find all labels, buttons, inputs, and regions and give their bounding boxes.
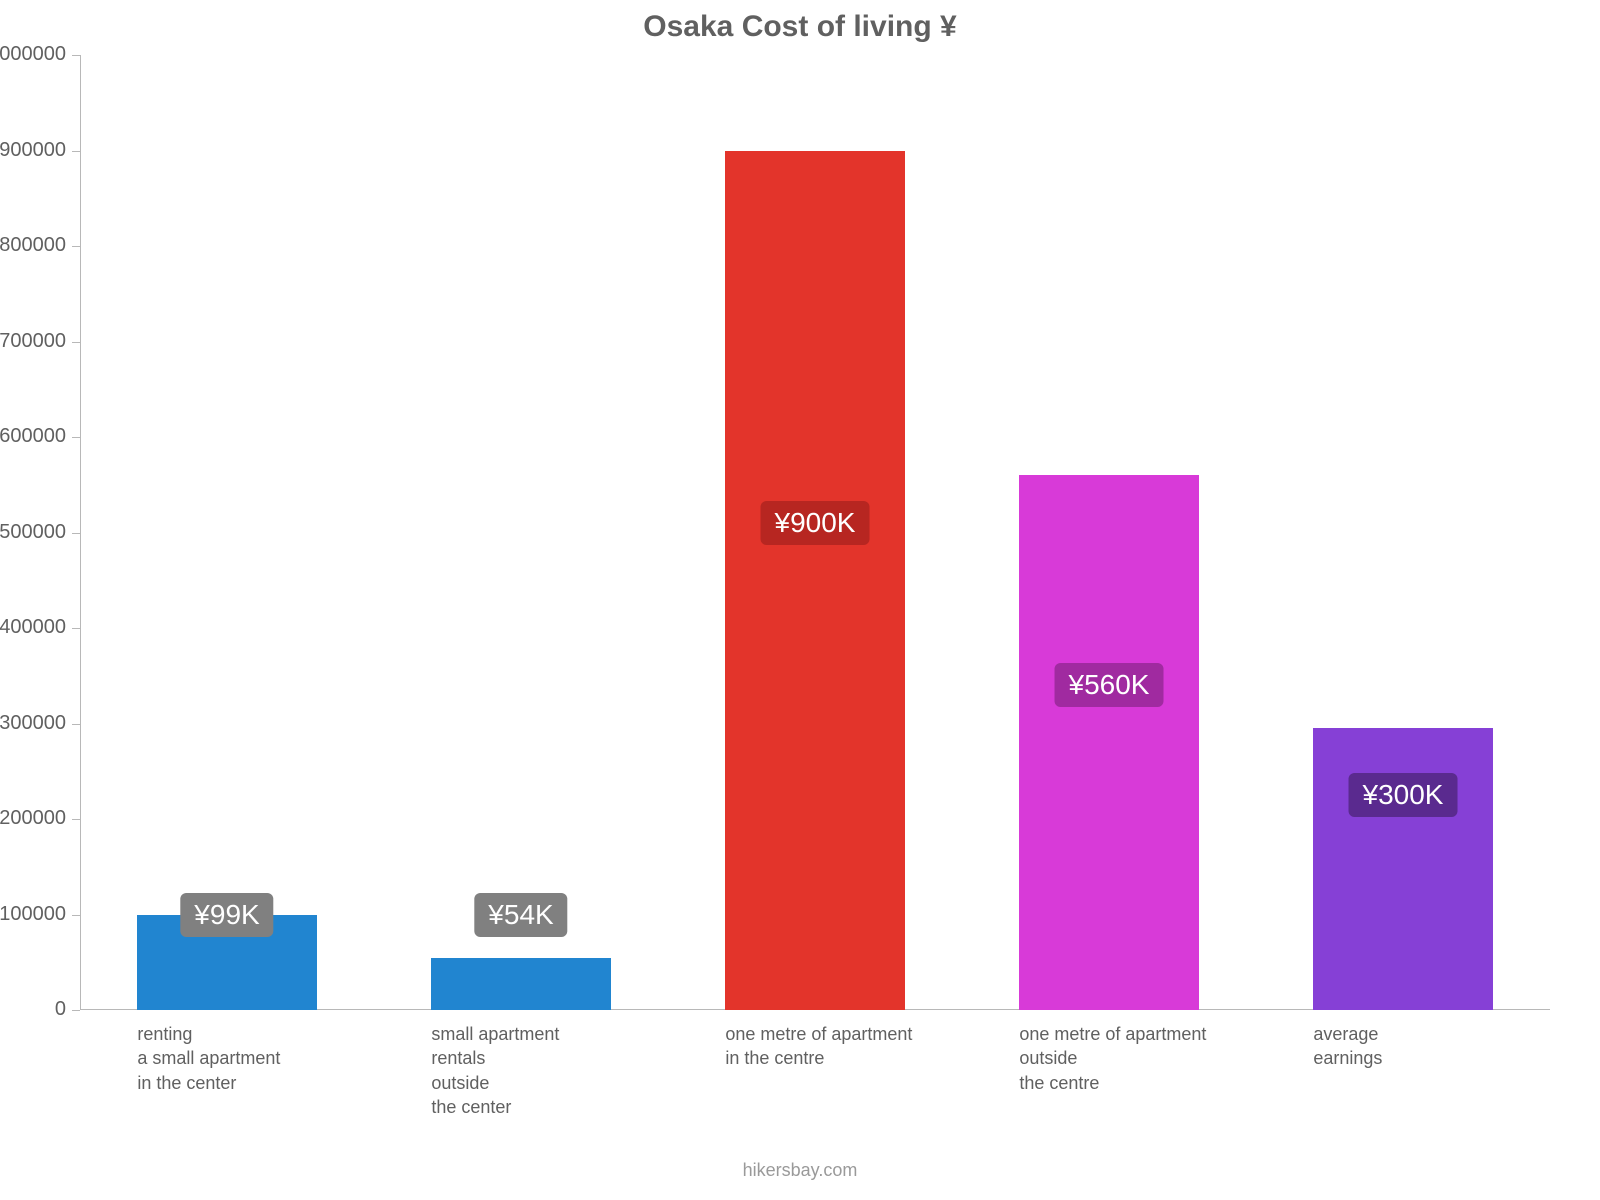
y-tick-label: 700000 xyxy=(0,330,66,353)
y-tick-label: 1000000 xyxy=(0,43,66,66)
x-tick-label: average earnings xyxy=(1313,1022,1600,1071)
y-tick-mark xyxy=(72,533,80,534)
y-tick-mark xyxy=(72,342,80,343)
x-tick-label: renting a small apartment in the center xyxy=(137,1022,431,1095)
bar-value-label: ¥54K xyxy=(474,893,567,937)
y-tick-label: 400000 xyxy=(0,616,66,639)
y-tick-mark xyxy=(72,1010,80,1011)
y-tick-label: 200000 xyxy=(0,807,66,830)
bar xyxy=(1313,728,1492,1010)
bar-value-label: ¥300K xyxy=(1349,773,1458,817)
y-tick-mark xyxy=(72,437,80,438)
x-tick-label: one metre of apartment in the centre xyxy=(725,1022,1019,1071)
bar-value-label: ¥99K xyxy=(180,893,273,937)
y-tick-mark xyxy=(72,628,80,629)
y-tick-label: 300000 xyxy=(0,712,66,735)
bar xyxy=(431,958,610,1010)
plot-area: 0100000200000300000400000500000600000700… xyxy=(80,55,1550,1010)
y-tick-label: 900000 xyxy=(0,139,66,162)
bar xyxy=(1019,475,1198,1010)
y-tick-mark xyxy=(72,915,80,916)
y-tick-label: 600000 xyxy=(0,425,66,448)
chart-title: Osaka Cost of living ¥ xyxy=(0,10,1600,44)
x-tick-label: small apartment rentals outside the cent… xyxy=(431,1022,725,1119)
footer-attribution: hikersbay.com xyxy=(0,1160,1600,1181)
x-tick-label: one metre of apartment outside the centr… xyxy=(1019,1022,1313,1095)
y-tick-mark xyxy=(72,724,80,725)
y-tick-label: 800000 xyxy=(0,234,66,257)
y-tick-mark xyxy=(72,55,80,56)
y-tick-mark xyxy=(72,246,80,247)
cost-of-living-chart: Osaka Cost of living ¥ 01000002000003000… xyxy=(0,0,1600,1200)
y-tick-mark xyxy=(72,819,80,820)
bar-value-label: ¥560K xyxy=(1055,663,1164,707)
y-axis xyxy=(80,55,81,1010)
bar-value-label: ¥900K xyxy=(761,501,870,545)
y-tick-mark xyxy=(72,151,80,152)
y-tick-label: 0 xyxy=(55,998,66,1021)
y-tick-label: 100000 xyxy=(0,903,66,926)
bar xyxy=(725,151,904,1011)
y-tick-label: 500000 xyxy=(0,521,66,544)
